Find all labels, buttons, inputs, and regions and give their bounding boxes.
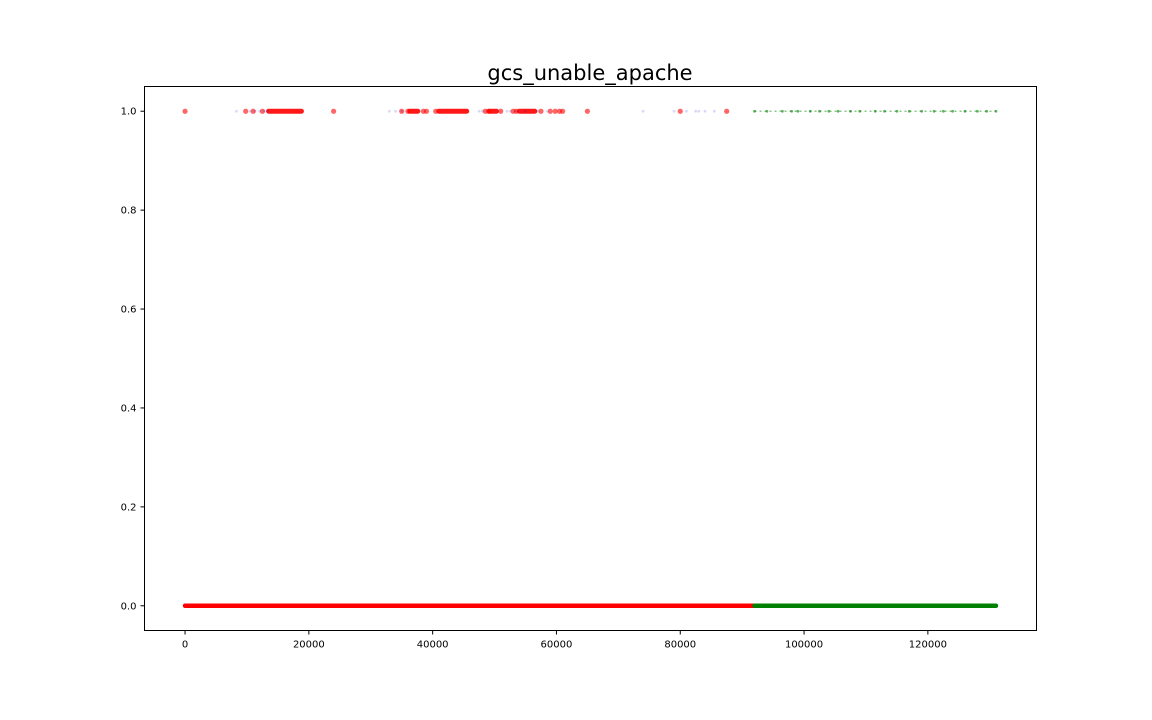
data-point xyxy=(480,109,484,113)
data-point xyxy=(818,109,821,113)
data-point xyxy=(790,109,794,113)
data-point xyxy=(248,109,252,113)
plot-area xyxy=(182,108,999,609)
x-tick-label: 60000 xyxy=(541,640,573,651)
data-point xyxy=(399,108,405,114)
data-point xyxy=(538,108,544,114)
data-point xyxy=(753,109,756,113)
data-point xyxy=(514,109,518,113)
x-tick-label: 0 xyxy=(182,640,188,651)
data-point xyxy=(780,109,784,113)
data-point xyxy=(641,109,645,113)
data-point xyxy=(536,109,540,113)
data-point xyxy=(873,109,877,113)
data-point xyxy=(849,109,852,113)
x-tick-label: 40000 xyxy=(417,640,449,651)
data-point xyxy=(545,109,549,113)
data-point xyxy=(724,108,730,114)
data-point xyxy=(858,109,862,113)
data-point xyxy=(672,109,676,113)
data-point xyxy=(895,109,899,113)
data-point xyxy=(685,109,688,113)
data-point xyxy=(827,109,831,113)
data-point xyxy=(405,108,411,114)
data-point xyxy=(712,109,716,113)
data-point xyxy=(560,108,566,114)
data-point xyxy=(994,109,998,113)
data-point xyxy=(975,109,979,113)
data-point xyxy=(703,109,707,113)
y-tick-label: 0.0 xyxy=(121,601,137,612)
data-point xyxy=(677,108,683,114)
data-point xyxy=(498,108,504,114)
data-point xyxy=(796,109,800,113)
data-point xyxy=(387,109,391,113)
plot-frame xyxy=(144,86,1037,631)
data-point xyxy=(257,109,261,113)
chart-title: gcs_unable_apache xyxy=(487,61,692,86)
data-point xyxy=(259,108,266,114)
data-point xyxy=(985,109,989,113)
data-point xyxy=(331,108,337,114)
data-point xyxy=(765,109,769,113)
x-tick-label: 100000 xyxy=(785,640,823,651)
data-point xyxy=(697,109,701,113)
data-point xyxy=(423,108,430,114)
x-tick-label: 80000 xyxy=(664,640,696,651)
data-point xyxy=(907,109,911,113)
data-point xyxy=(836,109,840,113)
data-point xyxy=(941,109,945,113)
data-point xyxy=(235,109,238,113)
series-2 xyxy=(752,109,999,609)
data-point xyxy=(265,109,269,113)
data-point xyxy=(243,108,249,114)
data-point xyxy=(394,109,397,113)
x-axis: 0 20000 40000 60000 80000 100000 120000 xyxy=(182,630,947,651)
data-point xyxy=(508,109,512,113)
data-point xyxy=(694,109,698,113)
data-point xyxy=(250,108,256,114)
data-point xyxy=(485,108,491,114)
x-tick-label: 20000 xyxy=(293,640,325,651)
series-1 xyxy=(235,109,716,113)
y-tick-label: 0.8 xyxy=(121,206,137,217)
y-tick-label: 1.0 xyxy=(121,107,137,118)
data-point xyxy=(477,109,481,113)
series-0 xyxy=(182,108,757,609)
data-point xyxy=(552,108,558,114)
data-point xyxy=(433,108,439,114)
data-point xyxy=(262,109,266,113)
data-point xyxy=(932,109,936,113)
data-point xyxy=(400,109,404,113)
data-point xyxy=(883,109,886,113)
x-tick-label: 120000 xyxy=(909,640,947,651)
data-point xyxy=(253,109,257,113)
y-tick-label: 0.6 xyxy=(121,305,137,316)
data-point xyxy=(547,108,553,114)
data-point xyxy=(963,109,967,113)
y-axis: 0.0 0.2 0.4 0.6 0.8 1.0 xyxy=(121,107,145,612)
data-point xyxy=(505,109,509,113)
data-point xyxy=(182,108,188,114)
y-tick-label: 0.4 xyxy=(121,403,137,414)
data-point xyxy=(808,109,812,113)
y-tick-label: 0.2 xyxy=(121,502,137,513)
data-point xyxy=(584,108,591,114)
data-point xyxy=(951,109,955,113)
data-point xyxy=(524,109,527,113)
data-point xyxy=(920,109,924,113)
data-point xyxy=(513,108,519,114)
